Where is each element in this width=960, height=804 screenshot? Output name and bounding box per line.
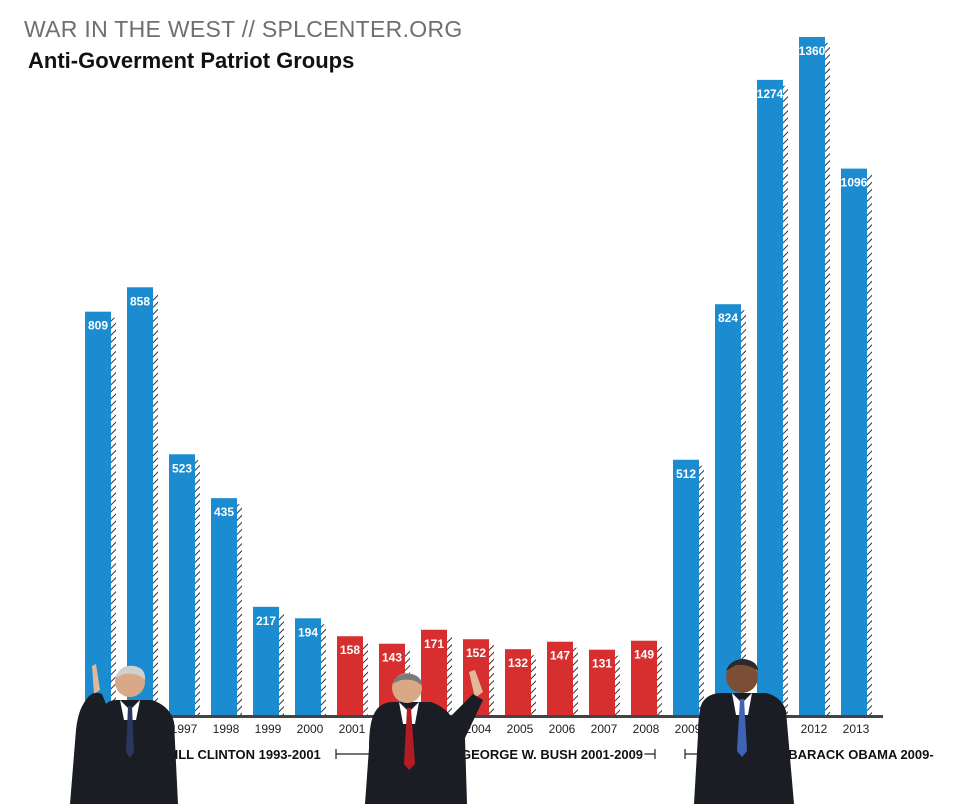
bar-2007 [589,649,615,715]
bar-shadow [153,293,158,715]
bar-value-label: 143 [382,651,402,665]
presidency-label-bg [790,744,932,764]
bar-1998 [211,498,237,715]
bar-value-label: 512 [676,467,696,481]
bar-value-label: 171 [424,637,444,651]
presidency-label: BARACK OBAMA 2009- [788,747,933,762]
bar-2010 [715,304,741,715]
presidency-label-bg [459,744,645,764]
bar-shadow [573,647,578,715]
bar-shadow [825,43,830,715]
bar-value-label: 858 [130,294,150,308]
bar-value-label: 809 [88,319,108,333]
bar-2012 [799,37,825,715]
bar-shadow [783,85,788,715]
bar-shadow [111,317,116,715]
presidency-brackets: BILL CLINTON 1993-2001 GEORGE W. BUSH 200… [84,744,934,764]
bar-value-label: 824 [718,311,738,325]
bar-shadow [237,504,242,715]
bush-photo [365,670,483,804]
clinton-photo [70,664,178,804]
bar-shadow [321,624,326,715]
year-tick-label: 1997 [171,722,198,736]
year-tick-label: 2008 [633,722,660,736]
bar-value-label: 1096 [841,176,868,190]
bar-shadow [447,635,452,715]
year-tick-label: 2006 [549,722,576,736]
bar-value-label: 217 [256,614,276,628]
bar-1995 [85,311,111,715]
year-tick-label: 2012 [801,722,828,736]
bar-shadow [657,646,662,715]
bar-shadow [195,460,200,715]
presidency-label: BILL CLINTON 1993-2001 [165,747,321,762]
year-tick-label: 2009 [675,722,702,736]
bar-value-label: 152 [466,646,486,660]
bar-2003 [421,629,447,715]
bar-value-label: 147 [550,649,570,663]
bar-2009 [673,459,699,715]
bar-value-label: 132 [508,656,528,670]
bar-1999 [253,606,279,715]
bar-value-label: 131 [592,657,612,671]
year-tick-label: 2005 [507,722,534,736]
presidency-label-bg [157,744,329,764]
bar-1997 [169,454,195,715]
bar-value-label: 194 [298,625,318,639]
source-header: WAR IN THE WEST // SPLCENTER.ORG [24,16,463,42]
bar-shadow [363,642,368,715]
year-tick-label: 1998 [213,722,240,736]
bar-shadow [615,655,620,715]
bar-value-label: 149 [634,648,654,662]
chart-title: Anti-Goverment Patriot Groups [28,48,355,73]
bar-2006 [547,641,573,715]
bar-2000 [295,618,321,715]
year-tick-label: 1999 [255,722,282,736]
bar-shadow [279,612,284,715]
presidency-label: GEORGE W. BUSH 2001-2009 [461,747,643,762]
bar-value-label: 1360 [799,44,826,58]
bar-shadow [867,174,872,716]
obama-photo [694,659,794,804]
bar-2001 [337,636,363,715]
bar-2005 [505,649,531,715]
bar-value-label: 158 [340,643,360,657]
year-tick-label: 2000 [297,722,324,736]
bar-shadow [741,310,746,715]
bar-value-label: 1274 [757,87,784,101]
year-tick-label: 2013 [843,722,870,736]
year-tick-label: 2007 [591,722,618,736]
x-axis-line [80,715,883,718]
bar-2011 [757,79,783,715]
year-tick-label: 2004 [465,722,492,736]
year-tick-label: 2001 [339,722,366,736]
bar-shadow [699,465,704,715]
bar-2008 [631,640,657,715]
bars-group: 809 858 523 435 217 194 158 143 171 152 132 147 131 1… [80,37,883,718]
bar-value-label: 435 [214,505,234,519]
bar-shadow [489,645,494,715]
bar-1996 [127,287,153,715]
bar-value-label: 523 [172,461,192,475]
bar-shadow [531,655,536,715]
bar-2013 [841,168,867,716]
